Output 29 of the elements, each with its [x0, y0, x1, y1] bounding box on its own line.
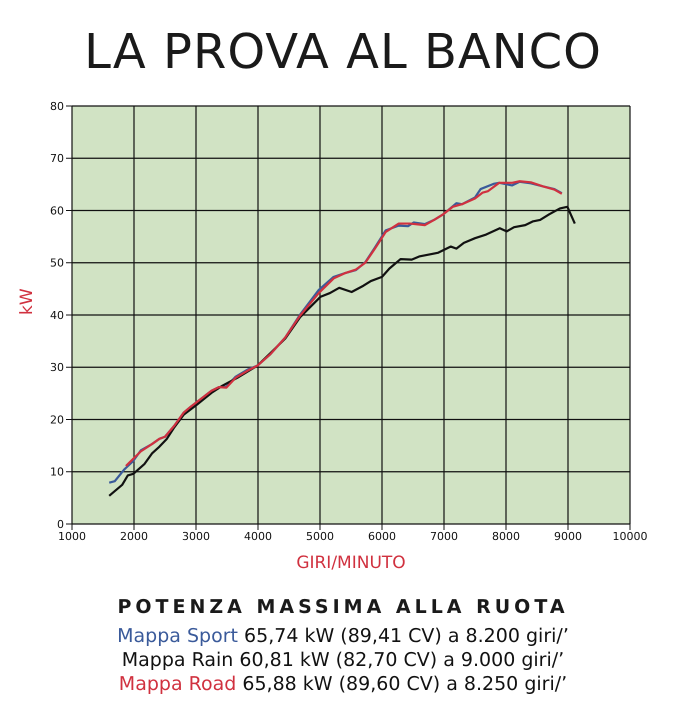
x-tick-label: 9000: [554, 530, 582, 543]
y-tick-label: 30: [50, 361, 64, 374]
y-tick-label: 80: [50, 100, 64, 113]
text: 60,81 kW (82,70 CV) a 9.000 giri/’: [238, 649, 564, 671]
text: Mappa Rain: [122, 649, 234, 671]
y-tick-label: 70: [50, 152, 64, 166]
y-tick-label: 40: [50, 308, 64, 322]
x-tick-label: 6000: [368, 530, 396, 543]
x-axis-title: GIRI/MINUTO: [296, 553, 406, 573]
y-tick-label: 10: [50, 466, 64, 479]
y-axis-title: kW: [17, 288, 38, 315]
y-tick-label: 60: [50, 204, 64, 218]
text: 65,88 kW (89,60 CV) a 8.250 giri/’: [241, 673, 568, 695]
x-tick-label: 4000: [244, 530, 272, 543]
text: Mappa Sport: [117, 625, 238, 647]
x-tick-label: 7000: [430, 530, 458, 543]
text: POTENZA MASSIMA ALLA RUOTA: [116, 596, 570, 618]
x-tick-label: 10000: [612, 530, 648, 543]
x-tick-label: 1000: [58, 530, 86, 543]
x-tick-label: 5000: [306, 530, 334, 543]
text: Mappa Road: [118, 673, 236, 695]
chart-title: LA PROVA AL BANCO: [83, 23, 603, 82]
x-tick-label: 2000: [120, 530, 148, 543]
y-tick-label: 50: [50, 256, 64, 270]
x-tick-label: 8000: [492, 530, 520, 543]
x-tick-label: 3000: [182, 530, 210, 543]
text: 65,74 kW (89,41 CV) a 8.200 giri/’: [243, 625, 569, 647]
y-tick-label: 20: [50, 413, 64, 426]
y-tick-label: 0: [57, 518, 64, 531]
